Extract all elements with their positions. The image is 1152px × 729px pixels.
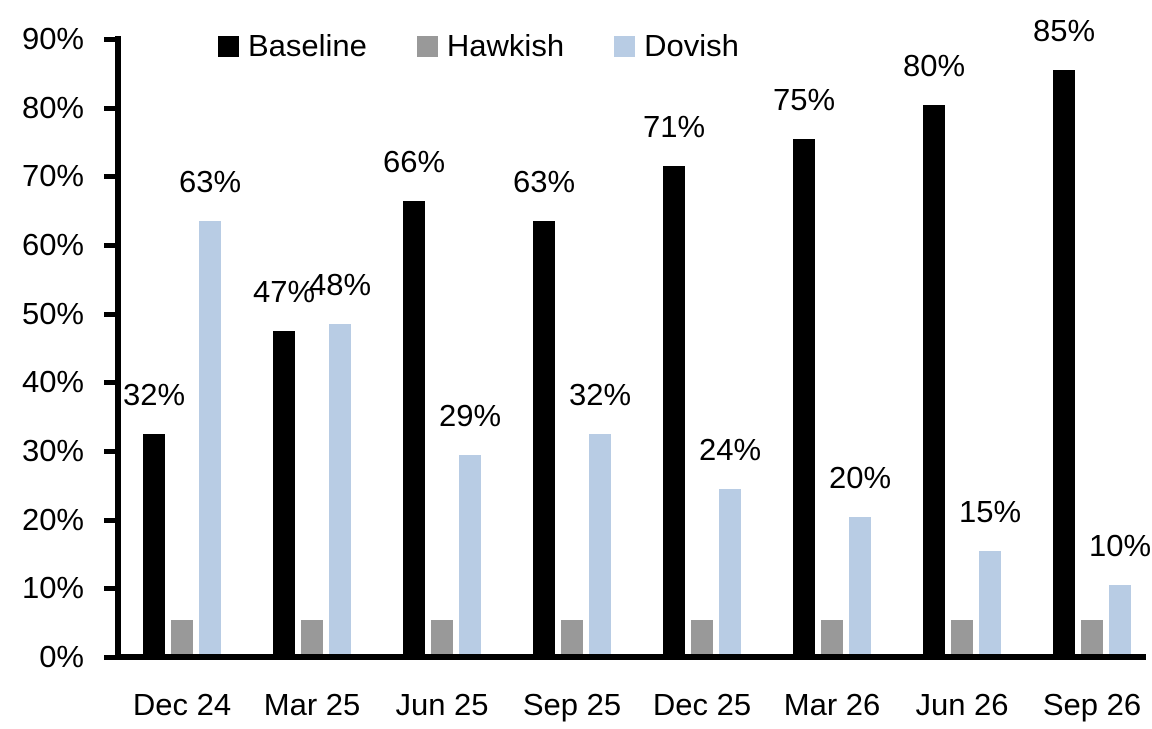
legend-swatch-hawkish: [416, 35, 438, 57]
x-tick-label: Sep 25: [522, 687, 622, 722]
x-tick-label: Mar 25: [263, 687, 361, 722]
bar-baseline: [533, 221, 555, 654]
value-label: 24%: [698, 432, 762, 467]
bar-dovish: [1109, 585, 1131, 654]
y-tick-mark: [104, 449, 121, 454]
bar-hawkish: [1081, 620, 1103, 654]
bar-hawkish: [431, 620, 453, 654]
y-axis-line: [115, 36, 121, 660]
value-label: 48%: [308, 267, 372, 302]
value-label: 29%: [438, 398, 502, 433]
bar-dovish: [329, 324, 351, 654]
bar-baseline: [403, 201, 425, 654]
y-tick-label: 70%: [21, 158, 84, 194]
x-tick-label: Jun 25: [395, 687, 489, 722]
bar-baseline: [143, 434, 165, 654]
legend: Baseline Hawkish Dovish: [218, 27, 739, 65]
value-label: 85%: [1032, 13, 1096, 48]
x-tick-label: Jun 26: [915, 687, 1009, 722]
legend-item-dovish: Dovish: [614, 27, 739, 65]
value-label: 71%: [642, 109, 706, 144]
y-tick-mark: [104, 105, 121, 111]
y-tick-mark: [104, 655, 121, 660]
x-tick-label: Dec 24: [132, 687, 232, 722]
legend-label: Dovish: [644, 28, 739, 63]
y-tick-label: 80%: [21, 89, 84, 125]
x-tick-label: Mar 26: [783, 687, 881, 722]
y-tick-mark: [104, 586, 121, 592]
y-tick-label: 60%: [21, 227, 84, 262]
bar-hawkish: [691, 620, 713, 654]
bar-hawkish: [301, 620, 323, 654]
value-label: 63%: [178, 164, 242, 199]
bar-baseline: [1053, 70, 1075, 654]
bar-dovish: [719, 489, 741, 654]
x-tick-label: Dec 25: [652, 687, 752, 722]
bar-dovish: [849, 517, 871, 654]
y-tick-label: 0%: [39, 639, 84, 674]
value-label: 15%: [958, 494, 1022, 529]
y-tick-label: 50%: [21, 295, 84, 331]
value-label: 66%: [382, 144, 446, 179]
value-label: 20%: [828, 460, 892, 495]
bar-baseline: [793, 139, 815, 654]
bar-baseline: [923, 105, 945, 654]
y-tick-label: 90%: [21, 21, 84, 56]
legend-label: Baseline: [248, 28, 367, 63]
bar-hawkish: [821, 620, 843, 654]
y-tick-mark: [104, 311, 121, 317]
y-tick-label: 20%: [21, 501, 84, 537]
y-tick-mark: [104, 243, 121, 248]
value-label: 10%: [1088, 528, 1152, 563]
legend-swatch-baseline: [218, 35, 239, 57]
bar-dovish: [459, 455, 481, 654]
value-label: 80%: [902, 48, 966, 83]
legend-label: Hawkish: [446, 28, 565, 63]
value-label: 63%: [512, 164, 576, 199]
y-tick-mark: [104, 174, 121, 180]
y-tick-label: 40%: [21, 364, 84, 400]
y-tick-mark: [104, 380, 121, 386]
bar-dovish: [199, 221, 221, 654]
value-label: 75%: [772, 82, 836, 117]
y-tick-mark: [104, 517, 121, 523]
x-axis-line: [115, 654, 1146, 660]
bar-hawkish: [951, 620, 973, 654]
legend-item-hawkish: Hawkish: [416, 27, 565, 65]
legend-item-baseline: Baseline: [218, 27, 367, 65]
bar-hawkish: [171, 620, 193, 654]
value-label: 32%: [568, 377, 632, 412]
bar-dovish: [589, 434, 611, 654]
y-tick-label: 10%: [21, 570, 84, 606]
bar-baseline: [663, 166, 685, 654]
bar-dovish: [979, 551, 1001, 654]
value-label: 47%: [252, 274, 316, 309]
y-tick-mark: [104, 37, 121, 42]
x-tick-label: Sep 26: [1042, 687, 1142, 722]
value-label: 32%: [122, 377, 186, 412]
bar-baseline: [273, 331, 295, 654]
bar-hawkish: [561, 620, 583, 654]
y-tick-label: 30%: [21, 433, 84, 468]
legend-swatch-dovish: [614, 35, 636, 57]
